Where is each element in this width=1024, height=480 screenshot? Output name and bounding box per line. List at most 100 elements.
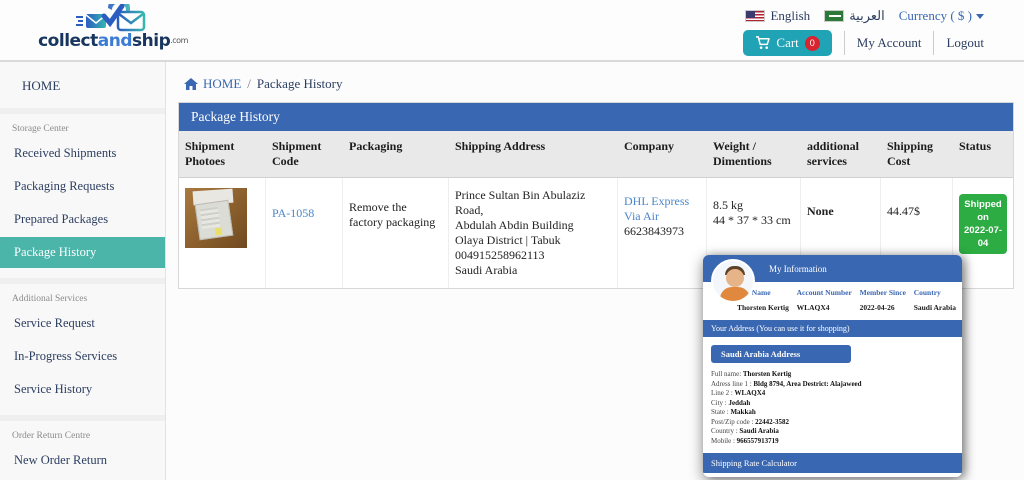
us-flag-icon: [745, 10, 766, 22]
breadcrumb-home-link[interactable]: HOME: [184, 76, 241, 92]
logo-text: collectandship.com: [38, 31, 188, 51]
sidebar-section-storage-center: Storage Center Received Shipments Packag…: [0, 114, 165, 284]
shipping-cost-cell: 44.47$: [881, 178, 953, 288]
sidebar-item-package-history[interactable]: Package History: [0, 237, 165, 268]
my-information-popup: My Information Full Name Thorsten Kertig…: [703, 255, 962, 477]
cart-label: Cart: [776, 35, 799, 50]
sidebar-item-new-order-return[interactable]: New Order Return: [14, 453, 108, 467]
shipment-photo-thumbnail[interactable]: [185, 188, 247, 248]
language-english[interactable]: English: [745, 8, 810, 24]
info-value: WLAQX4: [796, 303, 830, 312]
breadcrumb-separator: /: [247, 76, 251, 91]
additional-services-cell: None: [801, 178, 881, 288]
status-badge[interactable]: Shipped on 2022-07-04: [959, 194, 1007, 254]
address-line: Olaya District | Tabuk: [455, 233, 561, 247]
weight-value: 8.5 kg: [713, 198, 743, 212]
info-country: Country Saudi Arabia: [914, 288, 956, 312]
shipment-photo-cell: [179, 178, 266, 288]
sidebar-item-service-history[interactable]: Service History: [14, 382, 93, 396]
info-member-since: Member Since 2022-04-26: [860, 288, 906, 312]
col-company: Company: [624, 139, 675, 153]
address-line: Abdulah Abdin Building: [455, 218, 574, 232]
shipping-cost-value: 44.47$: [887, 204, 920, 218]
package-history-panel: Package History Shipment Photoes Shipmen…: [178, 102, 1014, 289]
info-value: 2022-04-26: [859, 303, 895, 312]
address-detail-line: Full name: Thorsten Kertig: [711, 370, 792, 378]
sidebar-item-in-progress-services[interactable]: In-Progress Services: [14, 349, 118, 363]
packaging-cell: Remove the factory packaging: [343, 178, 449, 288]
sidebar-item-home[interactable]: HOME: [0, 62, 165, 114]
cart-button[interactable]: Cart 0: [743, 30, 832, 56]
info-value: Saudi Arabia: [913, 303, 956, 312]
breadcrumb-home-label: HOME: [203, 76, 242, 91]
my-account-link[interactable]: My Account: [856, 35, 922, 50]
sidebar-item-service-request[interactable]: Service Request: [14, 316, 95, 330]
address-line: Saudi Arabia: [455, 263, 518, 277]
chevron-down-icon: [976, 13, 984, 19]
sidebar-nav: HOME Storage Center Received Shipments P…: [0, 62, 166, 480]
info-label: Country: [913, 288, 941, 297]
breadcrumb: HOME / Package History: [178, 62, 1014, 102]
col-status: Status: [959, 139, 992, 153]
shipment-code-link[interactable]: PA-1058: [272, 206, 315, 220]
language-arabic-label: العربية: [849, 8, 885, 23]
address-detail-line: City : Jeddah: [711, 398, 751, 407]
cart-icon: [756, 36, 771, 49]
logout-link[interactable]: Logout: [946, 35, 984, 50]
col-packaging: Packaging: [349, 139, 403, 153]
your-address-section-header: Your Address (You can use it for shoppin…: [703, 320, 962, 337]
sidebar-section-label: Additional Services: [12, 294, 88, 304]
saudi-arabia-address-button[interactable]: Saudi Arabia Address: [711, 345, 851, 363]
table-header-row: Shipment Photoes Shipment Code Packaging…: [179, 131, 1013, 178]
avatar: [711, 259, 755, 303]
info-account-number: Account Number WLAQX4: [797, 288, 852, 312]
table-row: PA-1058 Remove the factory packaging Pri…: [179, 178, 1013, 288]
col-shipping-address: Shipping Address: [455, 139, 546, 153]
address-line: Prince Sultan Bin Abulaziz Road,: [455, 188, 586, 217]
sidebar-section-order-return: Order Return Centre New Order Return In-…: [0, 421, 165, 480]
address-detail-line: Post/Zip code : 22442-3582: [711, 417, 789, 426]
col-weight-dimensions: Weight / Dimentions: [713, 139, 772, 168]
sidebar-item-packaging-requests[interactable]: Packaging Requests: [14, 179, 115, 193]
company-link[interactable]: DHL Express Via Air: [624, 194, 690, 223]
divider: [933, 31, 935, 55]
main-content: HOME / Package History Package History S…: [178, 62, 1014, 289]
cart-count-badge: 0: [804, 35, 820, 51]
address-line: 004915258962113: [455, 248, 545, 262]
sidebar-item-prepared-packages[interactable]: Prepared Packages: [14, 212, 109, 226]
info-label: Full Name: [737, 288, 771, 297]
header-account-row: Cart 0 My Account Logout: [743, 30, 984, 56]
sidebar-section-label: Storage Center: [12, 124, 69, 134]
info-full-name: Full Name Thorsten Kertig: [737, 288, 789, 312]
company-cell: DHL Express Via Air 6623843973: [618, 178, 707, 288]
address-detail-line: State : Makkah: [711, 408, 756, 416]
status-cell: Shipped on 2022-07-04: [953, 178, 1013, 288]
dimensions-value: 44 * 37 * 33 cm: [713, 213, 791, 227]
shipment-code-cell: PA-1058: [266, 178, 343, 288]
top-header: collectandship.com English العربية Curre…: [0, 0, 1024, 62]
info-label: Member Since: [859, 288, 906, 297]
col-shipment-code: Shipment Code: [272, 139, 322, 168]
sidebar-item-received-shipments[interactable]: Received Shipments: [14, 146, 117, 160]
address-details: Full name: Thorsten Kertig Adress line 1…: [703, 368, 962, 448]
company-phone: 6623843973: [624, 224, 684, 238]
breadcrumb-current: Package History: [256, 76, 343, 91]
saudi-flag-icon: [824, 10, 845, 22]
account-info-row: Full Name Thorsten Kertig Account Number…: [703, 282, 962, 316]
language-english-label: English: [770, 8, 811, 23]
package-history-table: Shipment Photoes Shipment Code Packaging…: [179, 131, 1013, 288]
info-value: Thorsten Kertig: [737, 303, 789, 312]
divider: [843, 31, 845, 55]
logo-shipping-icon: [76, 4, 146, 32]
language-arabic[interactable]: العربية: [824, 8, 885, 24]
col-shipment-photos: Shipment Photoes: [185, 139, 235, 168]
weight-dimensions-cell: 8.5 kg 44 * 37 * 33 cm: [707, 178, 801, 288]
address-detail-line: Country : Saudi Arabia: [711, 427, 779, 435]
site-logo[interactable]: collectandship.com: [38, 4, 188, 51]
currency-dropdown[interactable]: Currency ( $ ): [899, 8, 984, 24]
col-shipping-cost: Shipping Cost: [887, 139, 934, 168]
address-detail-line: Adress line 1 : Bldg 8794, Area Destrict…: [711, 379, 862, 388]
sidebar-section-label: Order Return Centre: [12, 431, 91, 441]
currency-label: Currency ( $ ): [898, 8, 972, 23]
